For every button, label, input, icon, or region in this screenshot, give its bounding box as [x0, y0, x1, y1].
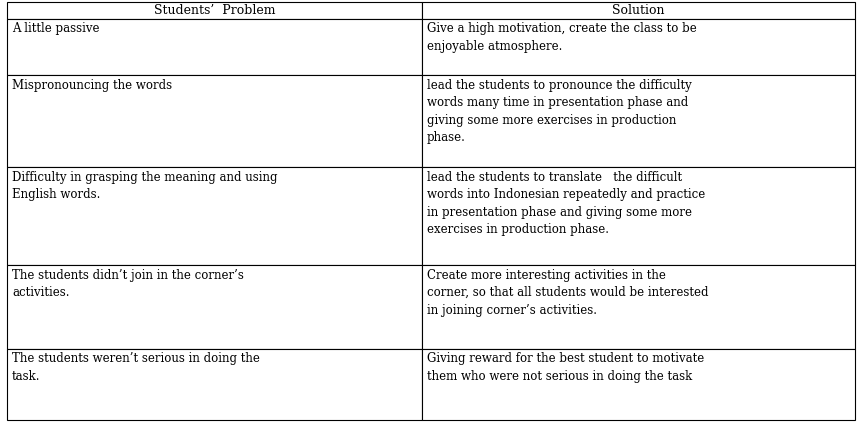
Bar — [421, 19, 854, 75]
Text: Difficulty in grasping the meaning and using
English words.: Difficulty in grasping the meaning and u… — [12, 170, 277, 201]
Text: lead the students to pronounce the difficulty
words many time in presentation ph: lead the students to pronounce the diffi… — [426, 78, 691, 144]
Text: The students weren’t serious in doing the
task.: The students weren’t serious in doing th… — [12, 352, 260, 383]
Text: The students didn’t join in the corner’s
activities.: The students didn’t join in the corner’s… — [12, 269, 244, 299]
Bar — [421, 349, 854, 420]
Bar — [7, 2, 421, 19]
Text: Solution: Solution — [611, 4, 664, 17]
Text: Students’  Problem: Students’ Problem — [153, 4, 275, 17]
Text: A little passive: A little passive — [12, 22, 100, 35]
Bar — [7, 349, 421, 420]
Bar — [421, 265, 854, 349]
Bar — [7, 167, 421, 265]
Bar — [421, 2, 854, 19]
Bar — [7, 75, 421, 167]
Bar — [7, 19, 421, 75]
Bar — [7, 265, 421, 349]
Text: Giving reward for the best student to motivate
them who were not serious in doin: Giving reward for the best student to mo… — [426, 352, 703, 383]
Text: Give a high motivation, create the class to be
enjoyable atmosphere.: Give a high motivation, create the class… — [426, 22, 696, 53]
Text: Create more interesting activities in the
corner, so that all students would be : Create more interesting activities in th… — [426, 269, 708, 316]
Bar — [421, 167, 854, 265]
Text: Mispronouncing the words: Mispronouncing the words — [12, 78, 172, 92]
Bar — [421, 75, 854, 167]
Text: lead the students to translate   the difficult
words into Indonesian repeatedly : lead the students to translate the diffi… — [426, 170, 704, 236]
